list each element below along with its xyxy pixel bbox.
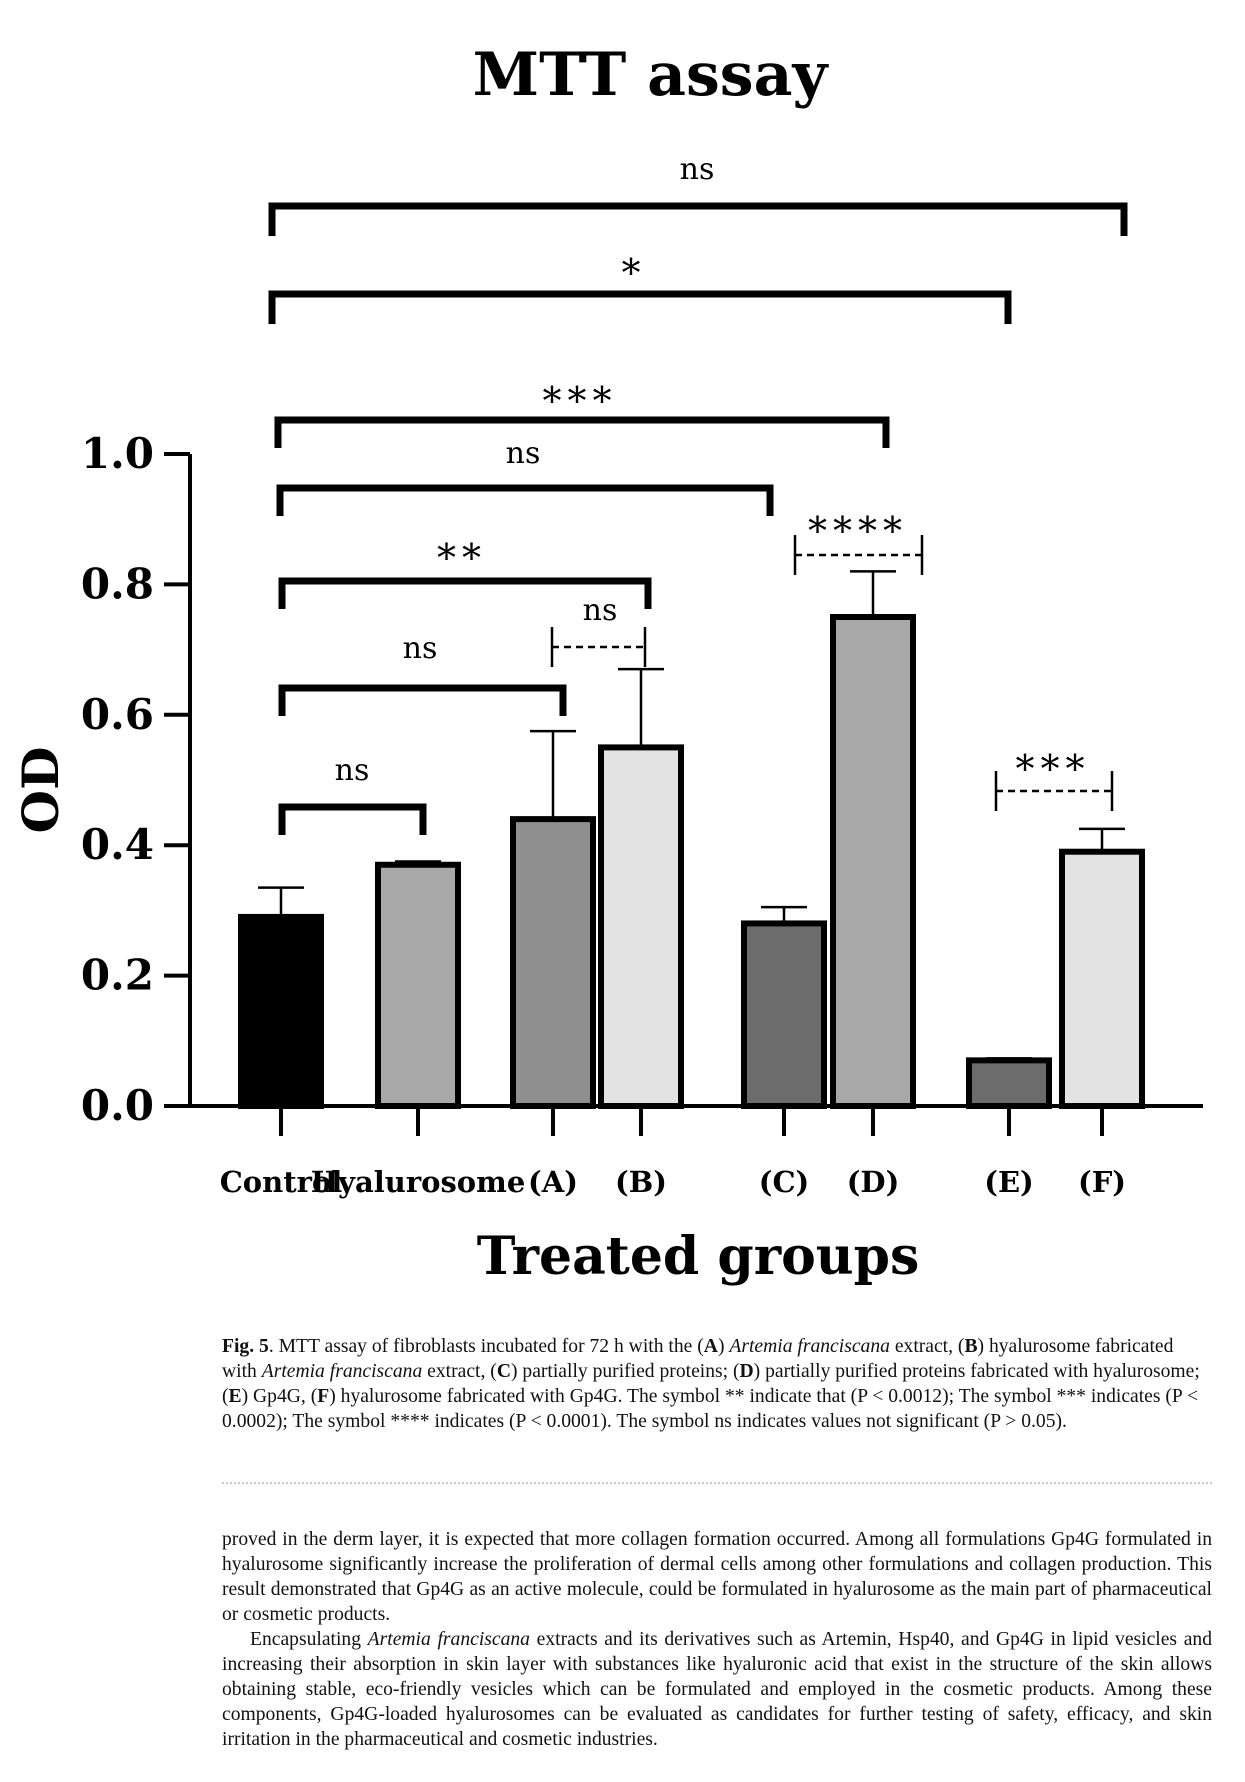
bar-7 (1059, 848, 1145, 1109)
comparison-label: ns (335, 753, 370, 788)
comparison-label: * (622, 251, 647, 295)
x-tick-label: (C) (759, 1165, 810, 1199)
comparison-bracket (278, 577, 652, 609)
text-segment: A (703, 1336, 718, 1357)
text-segment: ) hyalurosome fabricated with (222, 1336, 1174, 1382)
body-text: proved in the derm layer, it is expected… (222, 1527, 1212, 1752)
text-segment: extract, ( (889, 1336, 965, 1357)
text-segment: extract, ( (422, 1361, 497, 1382)
text-segment: D (739, 1361, 754, 1382)
text-segment: B (964, 1336, 978, 1357)
x-tick-label: Hyalurosome (311, 1165, 526, 1199)
x-axis-label: Treated groups (477, 1226, 920, 1287)
text-segment: extracts and its derivatives such as Art… (222, 1629, 1212, 1750)
bars (238, 570, 1145, 1110)
comparison-label: **** (808, 509, 908, 553)
comparison-bracket (268, 290, 1012, 324)
titles: MTT assay Treated groups OD (11, 40, 919, 1287)
comparison-bracket (274, 416, 890, 448)
x-tick-label: (A) (528, 1165, 578, 1199)
comparison-label: ns (680, 152, 715, 187)
x-tick-label: (D) (847, 1165, 900, 1199)
bar-3 (598, 744, 684, 1110)
x-tick-label: (E) (984, 1165, 1034, 1199)
comparison-label: ns (583, 593, 618, 628)
text-segment: ) partially purified proteins; ( (510, 1361, 740, 1382)
x-tick-label: (F) (1078, 1165, 1126, 1199)
figure: ns * *** ns ** ns ns ns **** *** 0.0 0.2 0.4 0.6 0.8 1… (11, 40, 1203, 1287)
y-tick-label: 0.0 (81, 1081, 154, 1130)
comparison-label: ** (437, 536, 487, 580)
text-segment: Artemia franciscana (729, 1336, 890, 1357)
text-segment: Encapsulating (250, 1629, 368, 1650)
text-segment: ) partially purified proteins fabricated… (222, 1361, 1200, 1407)
figure-caption-text: . MTT assay of fibroblasts incubated for… (222, 1336, 1200, 1432)
bar-6 (966, 1057, 1052, 1109)
y-tick-label: 1.0 (81, 429, 154, 478)
text-segment: Artemia franciscana (367, 1629, 530, 1650)
y-tick-label: 0.8 (81, 559, 154, 608)
comparison-label: *** (1016, 747, 1091, 791)
text-segment: ) hyalurosome fabricated with Gp4G. The … (222, 1386, 1199, 1432)
figure-caption-label: Fig. 5 (222, 1336, 269, 1357)
y-tick-label: 0.6 (81, 690, 154, 739)
text-segment: ) Gp4G, ( (241, 1386, 318, 1407)
text-segment: F (317, 1386, 330, 1407)
comparison-bracket (276, 484, 774, 516)
body-paragraph-1: proved in the derm layer, it is expected… (222, 1529, 1212, 1625)
x-tick-label: Control (220, 1165, 343, 1199)
bar-5 (830, 614, 916, 1109)
bar-0 (238, 913, 324, 1109)
comparison-bracket (278, 684, 567, 716)
text-segment: E (228, 1386, 242, 1407)
comparison-bracket (268, 202, 1128, 236)
comparison-label: ns (403, 631, 438, 666)
bar-2 (510, 816, 596, 1109)
y-axis-label: OD (11, 747, 70, 834)
x-tick-label: (B) (615, 1165, 667, 1199)
text-segment: Artemia franciscana (261, 1361, 423, 1382)
body-paragraph-2: Encapsulating Artemia franciscana extrac… (222, 1627, 1212, 1752)
figure-caption: Fig. 5. MTT assay of fibroblasts incubat… (222, 1334, 1212, 1434)
chart-title: MTT assay (473, 40, 830, 110)
comparison-bracket (278, 803, 427, 835)
y-tick-label: 0.4 (81, 820, 154, 869)
bar-1 (375, 861, 461, 1110)
comparison-label: ns (506, 436, 541, 471)
y-tick-label: 0.2 (81, 951, 154, 1000)
section-divider (222, 1482, 1212, 1484)
comparison-label: *** (543, 379, 618, 423)
text-segment: C (496, 1361, 511, 1382)
text-segment: . MTT assay of fibroblasts incubated for… (268, 1336, 704, 1357)
text-segment: ) (717, 1336, 730, 1357)
bar-4 (741, 920, 827, 1109)
